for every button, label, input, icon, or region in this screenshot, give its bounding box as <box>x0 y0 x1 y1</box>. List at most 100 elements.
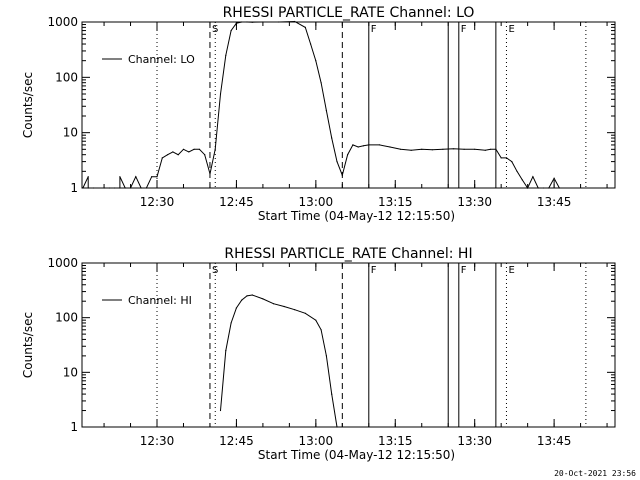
data-point <box>452 148 455 150</box>
data-point <box>304 312 306 314</box>
x-tick-label: 13:30 <box>457 195 492 209</box>
data-point <box>495 148 497 150</box>
x-tick-label: 12:45 <box>219 434 254 448</box>
data-point <box>119 176 121 178</box>
plot-frame <box>81 21 616 189</box>
data-point <box>315 60 317 62</box>
x-tick-label: 12:30 <box>140 434 175 448</box>
data-point <box>357 146 359 148</box>
data-point <box>219 93 222 95</box>
data-point <box>241 299 243 301</box>
y-axis-label: Counts/sec <box>21 72 35 138</box>
y-tick-label: 10 <box>63 365 78 379</box>
data-point <box>368 144 370 146</box>
legend-label: Channel: LO <box>128 53 195 66</box>
data-point <box>108 187 110 189</box>
data-point <box>294 309 296 311</box>
x-tick-label: 13:00 <box>299 195 334 209</box>
data-point <box>378 144 380 146</box>
data-point <box>331 137 333 139</box>
y-tick-label: 100 <box>55 70 78 84</box>
data-point <box>230 322 232 324</box>
x-tick-label: 13:00 <box>299 434 334 448</box>
data-point <box>331 393 333 395</box>
marker-label: E <box>508 265 514 276</box>
footer-timestamp: 20-Oct-2021 23:56 <box>554 469 636 478</box>
data-point <box>320 82 322 84</box>
data-point <box>235 307 237 309</box>
data-point <box>140 187 142 189</box>
data-point <box>341 174 343 176</box>
data-point <box>294 20 296 23</box>
data-point <box>188 151 190 153</box>
data-point <box>516 170 518 172</box>
data-point <box>167 154 169 156</box>
series-line <box>220 294 338 428</box>
data-point <box>241 21 243 23</box>
data-point <box>400 148 402 150</box>
data-point <box>151 176 153 178</box>
data-point <box>542 187 545 189</box>
data-point <box>325 110 327 112</box>
data-point <box>262 298 264 300</box>
marker-label: F <box>461 265 467 276</box>
data-point <box>114 187 116 189</box>
chart-panel-2: RHESSI PARTICLE_RATE Channel: HI 1 10 100 10… <box>21 246 616 462</box>
plot-frame <box>81 262 616 428</box>
marker-label: S <box>212 24 218 35</box>
data-point <box>336 161 338 163</box>
data-point <box>278 21 280 23</box>
chart-title: RHESSI PARTICLE_RATE Channel: HI <box>224 246 472 262</box>
y-axis-label: Counts/sec <box>21 312 35 378</box>
data-point <box>124 187 126 189</box>
data-point <box>204 154 206 156</box>
data-point <box>490 148 492 150</box>
x-axis-label: Start Time (04-May-12 12:15:50) <box>258 448 455 462</box>
data-point <box>198 148 200 150</box>
x-tick-label: 13:30 <box>457 434 492 448</box>
data-point <box>230 30 232 32</box>
data-point <box>193 148 195 150</box>
data-point <box>442 148 444 150</box>
y-tick-label: 10 <box>63 126 78 140</box>
data-point <box>219 409 222 412</box>
chart-title: RHESSI PARTICLE_RATE Channel: LO <box>223 5 475 21</box>
data-point <box>92 187 95 189</box>
chart-panel-1: RHESSI PARTICLE_RATE Channel: LO 1 10 100 10… <box>21 5 616 223</box>
data-point <box>156 176 158 178</box>
marker-label: F <box>461 24 467 35</box>
data-point <box>537 187 539 189</box>
x-tick-label: 13:45 <box>537 195 572 209</box>
data-point <box>347 154 349 156</box>
marker-label: F <box>371 24 377 35</box>
data-point <box>129 187 132 189</box>
data-point <box>304 26 306 28</box>
data-point <box>532 176 534 178</box>
data-point <box>325 355 327 357</box>
legend-label: Channel: HI <box>128 294 192 307</box>
data-point <box>553 177 555 179</box>
data-point <box>235 22 237 24</box>
data-point <box>225 350 227 352</box>
data-point <box>262 21 264 23</box>
data-point <box>225 54 227 56</box>
data-point <box>421 148 423 150</box>
data-point <box>87 176 89 178</box>
data-point <box>548 187 550 189</box>
data-point <box>272 303 275 305</box>
data-point <box>246 21 248 23</box>
data-point <box>177 154 179 156</box>
data-point <box>336 426 338 428</box>
data-point <box>246 295 248 297</box>
data-point <box>558 187 561 189</box>
data-point <box>505 157 508 159</box>
data-point <box>119 187 121 189</box>
data-point <box>410 149 412 151</box>
data-point <box>209 173 211 175</box>
data-point <box>172 151 174 153</box>
data-point <box>389 146 391 148</box>
x-tick-label: 12:45 <box>219 195 254 209</box>
data-point <box>484 149 486 151</box>
data-point <box>182 148 185 150</box>
data-point <box>214 148 216 150</box>
